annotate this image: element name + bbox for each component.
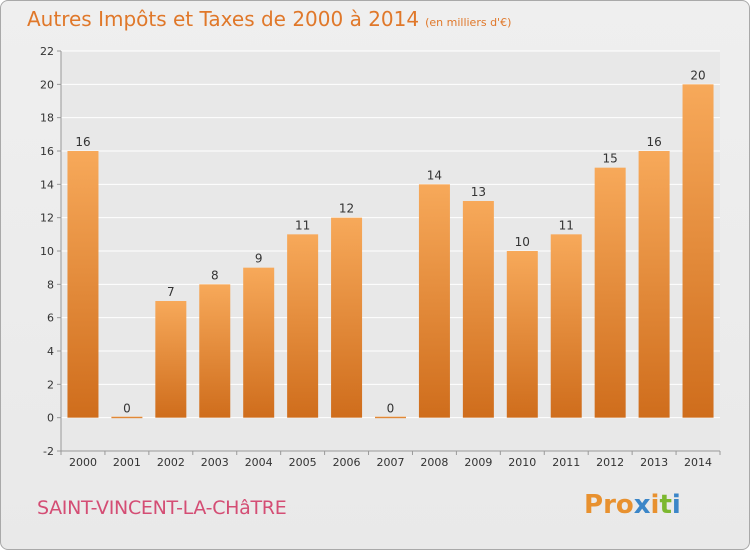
bar [287,234,319,418]
bar [155,301,187,418]
y-tick-label: 4 [47,345,54,358]
bar [418,184,450,418]
x-tick-label: 2009 [464,456,492,469]
data-label: 10 [515,235,530,249]
x-tick-label: 2000 [69,456,97,469]
data-label: 16 [75,135,90,149]
x-tick-label: 2003 [201,456,229,469]
x-tick-label: 2010 [508,456,536,469]
bar [594,167,626,418]
commune-name: SAINT-VINCENT-LA-CHâTRE [37,497,287,519]
data-label: 11 [295,218,310,232]
bar [506,251,538,418]
logo-letter: o [615,490,634,520]
x-tick-label: 2004 [245,456,273,469]
unit-label: (en milliers d'€) [425,16,512,29]
proxiti-logo[interactable]: Proxiti [584,490,681,520]
data-label: 15 [603,152,618,166]
data-label: 11 [559,218,574,232]
bar [682,84,714,418]
data-label: 20 [690,68,705,82]
logo-letter: r [603,490,616,520]
y-tick-label: 16 [40,145,54,158]
logo-letter: t [659,490,672,520]
y-tick-label: -2 [43,445,54,458]
y-tick-label: 12 [40,212,54,225]
x-tick-label: 2005 [289,456,317,469]
y-tick-label: 14 [40,178,54,191]
bars [67,84,714,419]
x-tick-label: 2002 [157,456,185,469]
x-tick-label: 2007 [377,456,405,469]
axes [57,50,721,455]
bar [375,416,406,419]
y-tick-label: 2 [47,378,54,391]
bar [550,234,582,418]
data-label: 0 [123,402,131,416]
data-label: 16 [646,135,661,149]
x-tick-label: 2011 [552,456,580,469]
x-tick-label: 2012 [596,456,624,469]
y-tick-label: 8 [47,278,54,291]
data-label: 14 [427,168,442,182]
labels: -2 0 2 4 6 8 10 12 14 16 18 20 22 16 2000 0 2001 7 2002 8 20… [40,45,712,469]
bar [331,217,363,418]
logo-letter: P [584,490,604,520]
y-tick-label: 10 [40,245,54,258]
logo-letter: i [650,490,660,520]
chart-title: Autres Impôts et Taxes de 2000 à 2014 (en… [27,7,511,31]
data-label: 13 [471,185,486,199]
logo-letter: i [671,490,681,520]
bar [67,151,99,418]
bar [638,151,670,418]
data-label: 0 [387,402,395,416]
data-label: 12 [339,202,354,216]
bar [462,201,494,418]
x-tick-label: 2013 [640,456,668,469]
x-tick-label: 2014 [684,456,712,469]
title-text: Autres Impôts et Taxes de 2000 à 2014 [27,7,420,31]
data-label: 9 [255,252,263,266]
x-tick-label: 2008 [420,456,448,469]
y-tick-label: 6 [47,312,54,325]
data-label: 7 [167,285,175,299]
bar [199,284,231,418]
y-tick-label: 22 [40,45,54,58]
y-tick-label: 0 [47,412,54,425]
bar [111,416,143,419]
bar [243,267,275,418]
logo-letter: x [633,490,651,520]
y-tick-label: 18 [40,112,54,125]
y-tick-label: 20 [40,78,54,91]
data-label: 8 [211,268,219,282]
x-tick-label: 2006 [333,456,361,469]
x-tick-label: 2001 [113,456,141,469]
